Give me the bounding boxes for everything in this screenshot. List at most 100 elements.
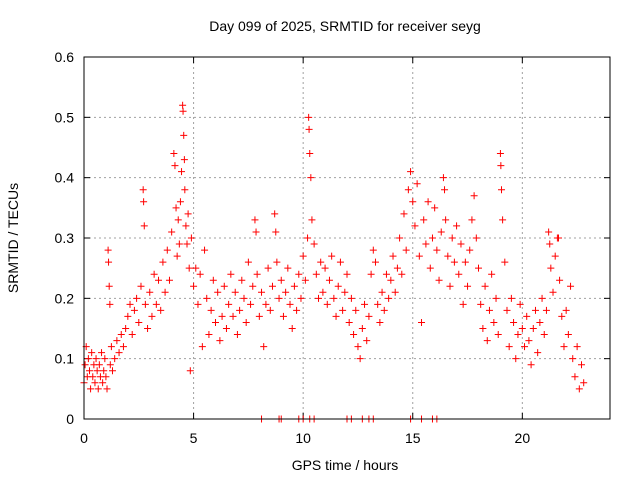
data-point bbox=[178, 168, 186, 176]
data-point bbox=[286, 300, 294, 308]
data-point bbox=[218, 312, 226, 320]
data-point bbox=[306, 150, 314, 158]
data-point bbox=[122, 325, 130, 332]
data-point bbox=[106, 361, 114, 369]
data-point bbox=[240, 294, 248, 302]
data-point bbox=[551, 252, 559, 260]
data-point bbox=[413, 180, 421, 188]
data-point bbox=[130, 306, 138, 314]
data-point bbox=[231, 288, 239, 296]
data-point bbox=[391, 288, 399, 296]
data-point bbox=[321, 264, 329, 272]
data-point bbox=[435, 276, 443, 284]
data-point bbox=[161, 288, 169, 296]
data-point bbox=[279, 312, 287, 320]
data-point bbox=[105, 258, 113, 266]
data-point bbox=[554, 234, 562, 242]
data-point bbox=[527, 361, 535, 369]
data-point bbox=[229, 312, 237, 320]
x-tick-label: 10 bbox=[295, 430, 311, 446]
data-point bbox=[363, 337, 371, 345]
data-point bbox=[481, 282, 489, 290]
data-point bbox=[92, 355, 100, 363]
data-point bbox=[334, 282, 342, 290]
data-point bbox=[99, 379, 107, 387]
data-point bbox=[468, 216, 476, 224]
y-tick-label: 0.3 bbox=[55, 230, 75, 246]
data-point bbox=[183, 240, 191, 248]
data-point bbox=[141, 300, 149, 308]
data-point bbox=[148, 312, 156, 320]
data-point bbox=[207, 306, 215, 314]
data-point bbox=[179, 107, 187, 115]
data-point bbox=[242, 318, 250, 326]
data-point bbox=[407, 168, 415, 176]
data-point bbox=[186, 367, 194, 375]
data-point bbox=[466, 246, 474, 254]
data-point bbox=[307, 174, 315, 182]
data-point bbox=[387, 276, 395, 284]
data-point bbox=[181, 186, 189, 194]
data-point bbox=[84, 355, 92, 363]
data-point bbox=[490, 318, 498, 326]
data-point bbox=[376, 318, 384, 326]
data-point bbox=[521, 343, 529, 351]
data-point bbox=[415, 252, 423, 260]
data-point bbox=[159, 258, 167, 266]
data-point bbox=[170, 150, 178, 158]
data-point bbox=[507, 294, 515, 302]
data-point bbox=[179, 101, 187, 109]
data-point bbox=[485, 306, 493, 314]
data-point bbox=[95, 361, 103, 369]
data-point bbox=[396, 234, 404, 242]
data-point bbox=[374, 300, 382, 308]
data-point bbox=[389, 252, 397, 260]
data-point bbox=[448, 234, 456, 242]
data-point bbox=[564, 331, 572, 339]
data-point bbox=[295, 270, 303, 278]
data-point bbox=[393, 264, 401, 272]
data-point bbox=[135, 318, 143, 326]
data-point bbox=[398, 270, 406, 278]
chart-title: Day 099 of 2025, SRMTID for receiver sey… bbox=[209, 18, 481, 34]
data-point bbox=[556, 276, 564, 284]
data-point bbox=[214, 288, 222, 296]
data-point bbox=[488, 270, 496, 278]
data-point bbox=[424, 198, 432, 206]
data-point bbox=[371, 258, 379, 266]
data-point bbox=[446, 282, 454, 290]
data-point bbox=[457, 240, 465, 248]
data-point bbox=[111, 355, 119, 363]
data-point bbox=[400, 210, 408, 218]
data-point bbox=[290, 282, 298, 290]
data-point bbox=[369, 246, 377, 254]
data-point bbox=[273, 258, 281, 266]
data-point bbox=[431, 204, 439, 212]
data-point bbox=[236, 306, 244, 314]
data-point bbox=[140, 198, 148, 206]
data-point bbox=[428, 234, 436, 242]
data-point bbox=[341, 288, 349, 296]
data-point bbox=[192, 264, 200, 272]
data-point bbox=[299, 252, 307, 260]
data-point bbox=[107, 343, 115, 351]
data-point bbox=[163, 246, 171, 254]
data-point bbox=[238, 276, 246, 284]
data-point bbox=[444, 252, 452, 260]
data-point bbox=[253, 270, 261, 278]
data-point bbox=[560, 343, 568, 351]
data-point bbox=[305, 125, 313, 133]
data-point bbox=[264, 264, 272, 272]
data-point bbox=[106, 300, 114, 308]
data-point bbox=[271, 210, 279, 218]
data-point bbox=[426, 264, 434, 272]
data-point bbox=[124, 312, 132, 320]
data-point bbox=[282, 288, 290, 296]
data-point bbox=[525, 337, 533, 345]
data-point bbox=[277, 276, 285, 284]
data-point bbox=[497, 162, 505, 170]
data-point bbox=[540, 331, 548, 339]
data-point bbox=[212, 318, 219, 326]
data-point bbox=[546, 240, 554, 248]
